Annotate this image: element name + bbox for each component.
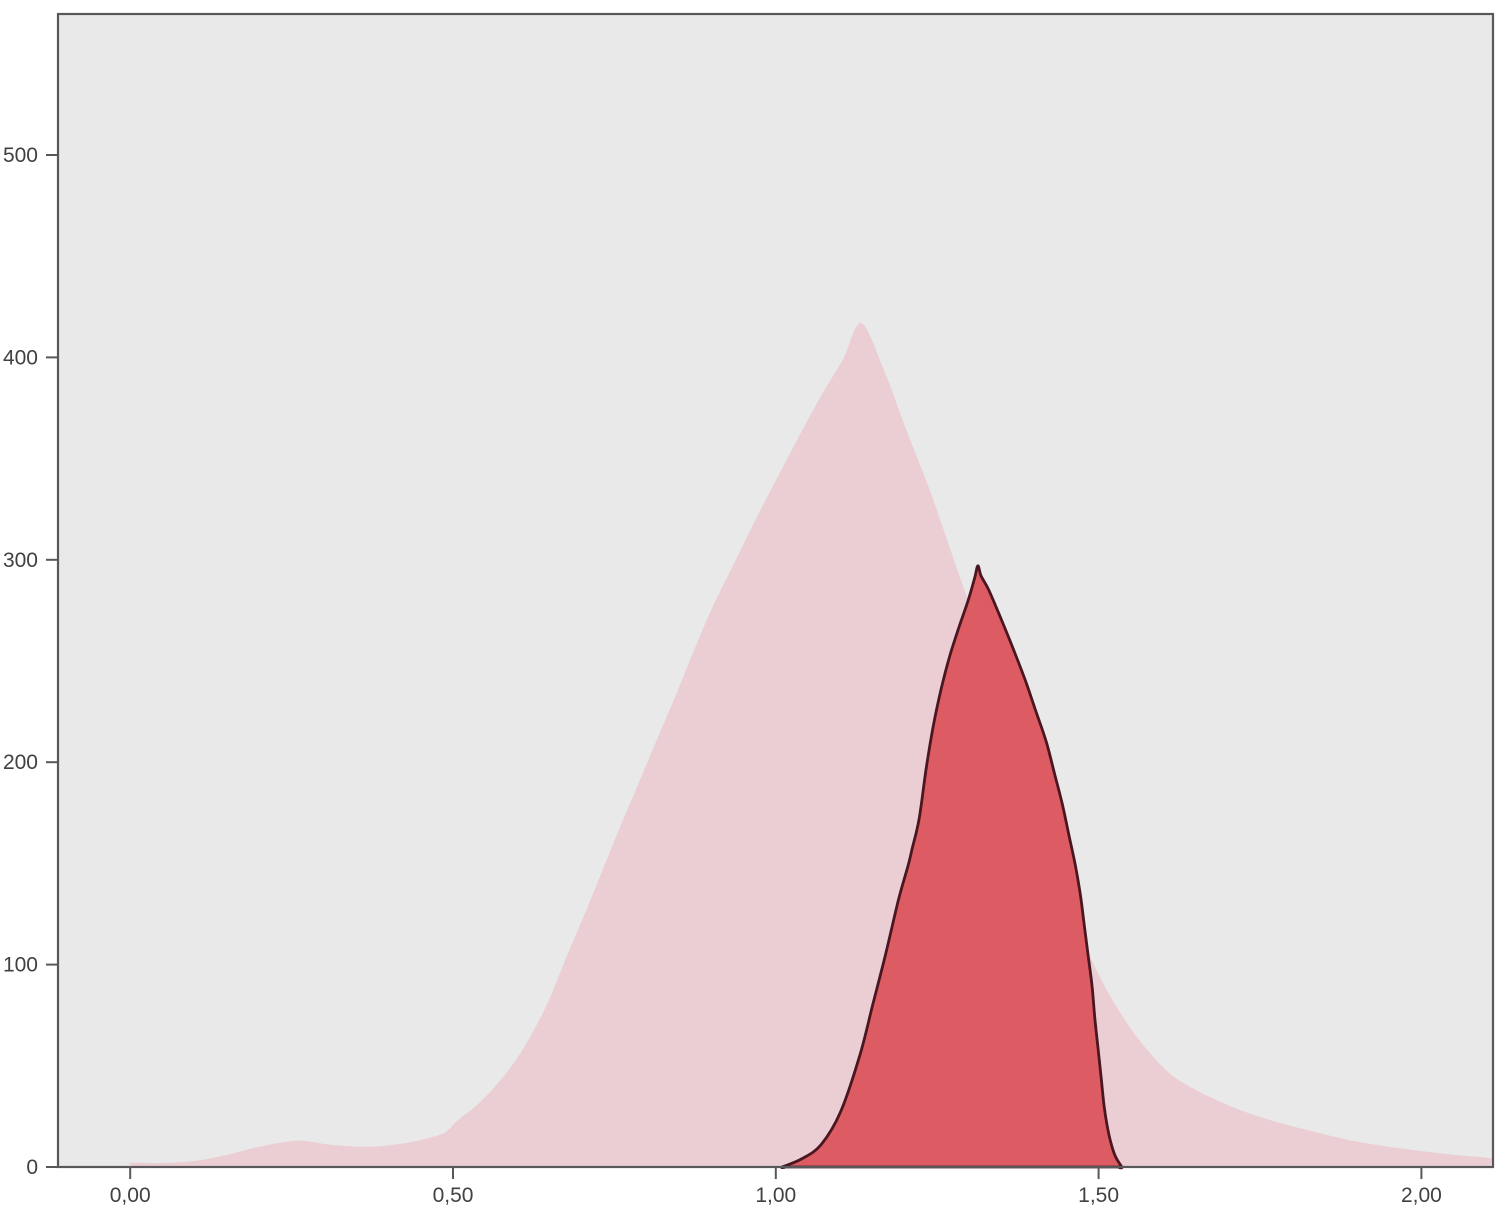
svg-text:200: 200	[3, 751, 38, 774]
svg-text:0: 0	[26, 1156, 38, 1179]
svg-text:300: 300	[3, 549, 38, 572]
svg-text:0,50: 0,50	[433, 1184, 474, 1207]
svg-text:100: 100	[3, 954, 38, 977]
svg-text:1,50: 1,50	[1078, 1184, 1119, 1207]
svg-text:0,00: 0,00	[110, 1184, 151, 1207]
svg-text:400: 400	[3, 346, 38, 369]
svg-text:500: 500	[3, 144, 38, 167]
svg-text:2,00: 2,00	[1401, 1184, 1442, 1207]
svg-text:1,00: 1,00	[755, 1184, 796, 1207]
